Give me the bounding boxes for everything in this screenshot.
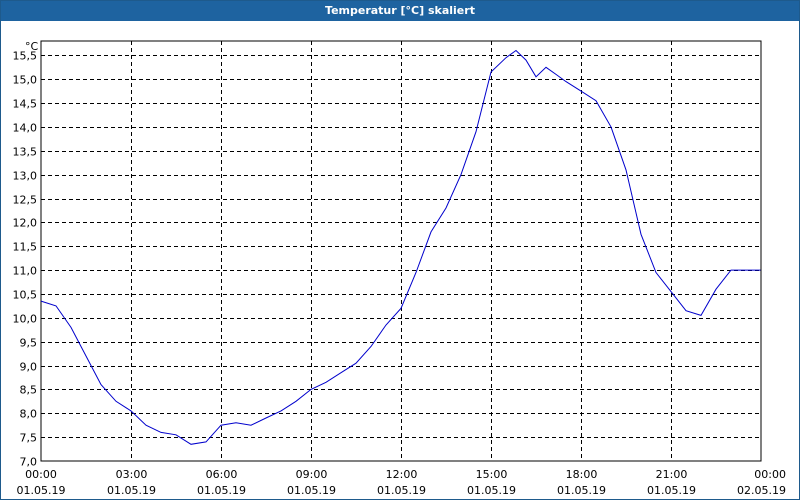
x-tick-time: 21:00 bbox=[656, 468, 688, 481]
x-tick-date: 01.05.19 bbox=[197, 484, 246, 497]
x-tick-date: 02.05.19 bbox=[737, 484, 786, 497]
x-tick-time: 03:00 bbox=[116, 468, 148, 481]
y-tick-label: 10,0 bbox=[13, 313, 38, 326]
y-tick-label: 8,0 bbox=[20, 408, 38, 421]
title-bar: Temperatur [°C] skaliert bbox=[1, 1, 799, 21]
chart-title: Temperatur [°C] skaliert bbox=[325, 4, 475, 17]
x-tick-time: 09:00 bbox=[296, 468, 328, 481]
y-tick-label: 13,5 bbox=[13, 146, 38, 159]
y-tick-label: 12,0 bbox=[13, 217, 38, 230]
x-tick-time: 06:00 bbox=[206, 468, 238, 481]
y-tick-label: 12,5 bbox=[13, 194, 38, 207]
y-tick-label: 9,5 bbox=[20, 337, 38, 350]
x-tick-date: 01.05.19 bbox=[557, 484, 606, 497]
x-tick-date: 01.05.19 bbox=[17, 484, 66, 497]
x-tick-time: 18:00 bbox=[566, 468, 598, 481]
y-tick-label: 13,0 bbox=[13, 170, 38, 183]
y-tick-label: 7,0 bbox=[20, 456, 38, 469]
y-tick-label: 15,0 bbox=[13, 74, 38, 87]
y-tick-label: 7,5 bbox=[20, 432, 38, 445]
y-tick-label: 11,0 bbox=[13, 265, 38, 278]
y-axis-unit: °C bbox=[25, 40, 39, 53]
temperature-line bbox=[40, 49, 761, 445]
x-tick-time: 00:00 bbox=[25, 468, 57, 481]
x-tick-date: 01.05.19 bbox=[107, 484, 156, 497]
y-tick-label: 15,5 bbox=[13, 50, 38, 63]
y-tick-label: 14,5 bbox=[13, 98, 38, 111]
y-tick-label: 8,5 bbox=[20, 384, 38, 397]
x-tick-time: 12:00 bbox=[386, 468, 418, 481]
x-tick-date: 01.05.19 bbox=[467, 484, 516, 497]
y-tick-label: 14,0 bbox=[13, 122, 38, 135]
x-tick-time: 15:00 bbox=[476, 468, 508, 481]
y-tick-label: 11,5 bbox=[13, 241, 38, 254]
y-tick-label: 9,0 bbox=[20, 361, 38, 374]
y-tick-label: 10,5 bbox=[13, 289, 38, 302]
x-tick-date: 01.05.19 bbox=[287, 484, 336, 497]
x-tick-time: 00:00 bbox=[754, 468, 786, 481]
x-tick-date: 01.05.19 bbox=[377, 484, 426, 497]
x-tick-date: 01.05.19 bbox=[647, 484, 696, 497]
